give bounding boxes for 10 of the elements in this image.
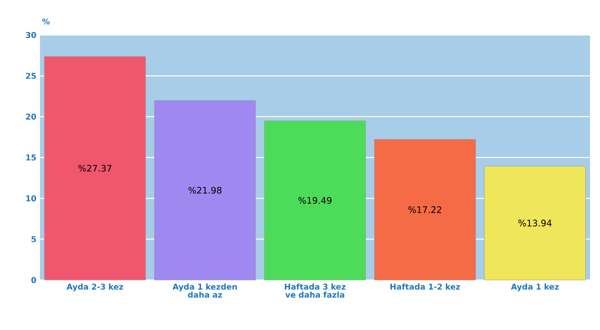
bar [484, 166, 586, 280]
data-label: %13.94 [518, 220, 552, 226]
bar [44, 56, 146, 280]
data-label: %21.98 [188, 186, 222, 194]
data-label: %19.49 [298, 197, 332, 204]
data-label: %17.22 [408, 206, 442, 214]
data-label: %27.37 [78, 164, 112, 172]
bar [374, 139, 476, 280]
bar [154, 100, 256, 280]
bar [264, 120, 366, 280]
